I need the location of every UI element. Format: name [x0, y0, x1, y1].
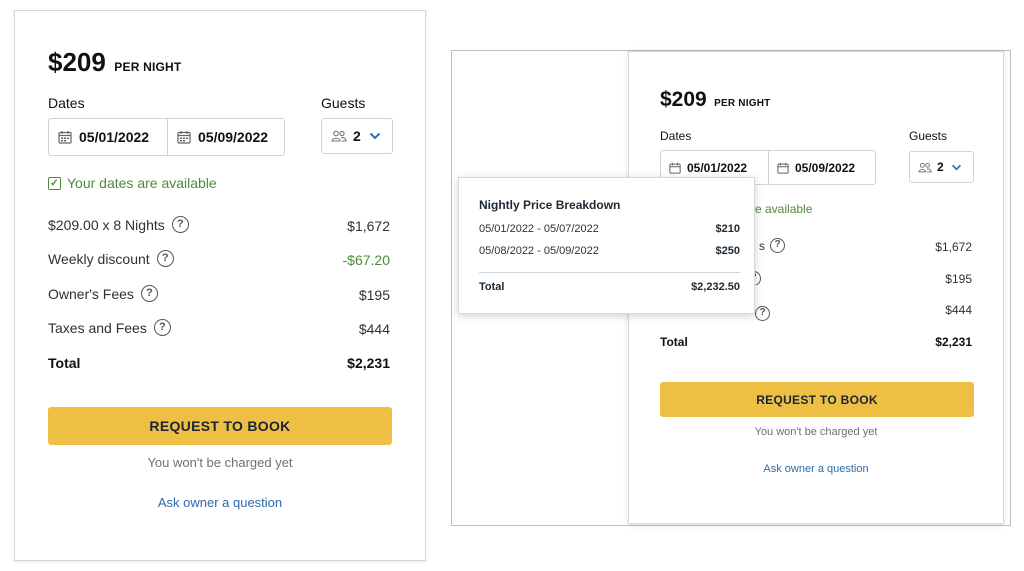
fee-row-label: s: [759, 238, 765, 253]
check-in-field[interactable]: 05/01/2022: [661, 151, 768, 184]
check-out-date: 05/09/2022: [795, 160, 856, 175]
breakdown-row-value: $210: [715, 223, 740, 235]
guests-count: 2: [353, 128, 361, 144]
question-circle-icon[interactable]: ?: [140, 285, 158, 302]
check-in-date: 05/01/2022: [687, 160, 748, 175]
question-circle-icon[interactable]: ?: [755, 306, 770, 321]
checkbox-check-icon: ✓: [48, 176, 61, 190]
per-night-label: PER NIGHT: [714, 98, 771, 109]
booking-card-left: $209 PER NIGHT Dates Guests 05/01/2022: [14, 10, 426, 561]
question-circle-icon[interactable]: ?: [156, 250, 174, 267]
breakdown-total-label: Total: [479, 281, 505, 293]
breakdown-row-range: 05/08/2022 - 05/09/2022: [479, 245, 599, 257]
fee-row-discount-value: -$67.20: [342, 252, 390, 268]
people-icon: [331, 130, 347, 142]
popover-title: Nightly Price Breakdown: [479, 198, 621, 212]
check-out-field[interactable]: 05/09/2022: [768, 151, 875, 184]
check-in-date: 05/01/2022: [79, 129, 150, 145]
people-icon: [918, 162, 932, 172]
not-charged-note: You won't be charged yet: [147, 455, 293, 470]
availability-text: Your dates are available: [67, 175, 217, 191]
date-range-picker: 05/01/2022 05/09/2022: [48, 118, 285, 156]
total-value: $2,231: [935, 335, 972, 349]
availability-text-partial: e available: [755, 202, 813, 216]
fee-row-discount-label: Weekly discount ?: [48, 250, 174, 267]
fee-row-owner-fees-value: $195: [945, 272, 972, 286]
availability-status: ✓ Your dates are available: [48, 175, 217, 191]
check-out-date: 05/09/2022: [198, 129, 269, 145]
chevron-down-icon: [951, 164, 961, 170]
breakdown-total-value: $2,232.50: [691, 281, 740, 293]
fee-row-nights-value: $1,672: [935, 240, 972, 254]
guests-count: 2: [937, 160, 944, 174]
check-in-field[interactable]: 05/01/2022: [49, 119, 167, 155]
fee-row-nights-label-partial: s ?: [759, 238, 785, 253]
guests-label: Guests: [909, 129, 948, 143]
total-label: Total: [48, 355, 81, 371]
calendar-icon: [669, 162, 681, 174]
nightly-price: $209: [660, 88, 707, 111]
dates-label: Dates: [660, 129, 692, 143]
total-label: Total: [660, 335, 688, 349]
fee-row-label: $209.00 x 8 Nights: [48, 216, 165, 233]
fee-row-label: Weekly discount: [48, 250, 150, 267]
fee-row-taxes-value: $444: [945, 303, 972, 317]
check-out-field[interactable]: 05/09/2022: [167, 119, 284, 155]
question-circle-icon[interactable]: ?: [153, 319, 171, 336]
question-circle-icon[interactable]: ?: [770, 238, 785, 253]
price-header: $209 PER NIGHT: [48, 47, 181, 78]
question-circle-icon[interactable]: ?: [171, 216, 189, 233]
chevron-down-icon: [369, 132, 381, 140]
request-to-book-button[interactable]: REQUEST TO BOOK: [660, 382, 974, 417]
fee-row-nights-label: $209.00 x 8 Nights ?: [48, 216, 189, 233]
popover-divider: [479, 272, 740, 273]
dates-label: Dates: [48, 95, 85, 111]
ask-owner-link[interactable]: Ask owner a question: [157, 495, 283, 510]
fee-row-owner-fees-label: Owner's Fees ?: [48, 285, 158, 302]
fee-row-label: Taxes and Fees: [48, 319, 147, 336]
guests-select[interactable]: 2: [909, 151, 974, 183]
fee-row-owner-fees-value: $195: [358, 287, 390, 303]
calendar-icon: [177, 131, 191, 144]
calendar-icon: [58, 131, 72, 144]
calendar-icon: [777, 162, 789, 174]
nightly-price: $209: [48, 47, 106, 77]
fee-row-taxes-label: Taxes and Fees ?: [48, 319, 171, 336]
price-header: $209 PER NIGHT: [660, 88, 770, 112]
fee-row-taxes-value: $444: [358, 321, 390, 337]
breakdown-row-range: 05/01/2022 - 05/07/2022: [479, 223, 599, 235]
taxes-help-icon: ?: [755, 302, 770, 321]
fee-row-nights-value: $1,672: [347, 218, 390, 234]
nightly-price-breakdown-popover: Nightly Price Breakdown 05/01/2022 - 05/…: [458, 177, 755, 314]
guests-select[interactable]: 2: [321, 118, 393, 154]
request-to-book-button[interactable]: REQUEST TO BOOK: [48, 407, 392, 445]
guests-label: Guests: [321, 95, 366, 111]
ask-owner-link[interactable]: Ask owner a question: [763, 463, 869, 475]
fee-row-label: Owner's Fees: [48, 285, 134, 302]
per-night-label: PER NIGHT: [114, 60, 182, 74]
breakdown-row-value: $250: [715, 245, 740, 257]
not-charged-note: You won't be charged yet: [754, 426, 878, 438]
total-value: $2,231: [347, 355, 390, 371]
